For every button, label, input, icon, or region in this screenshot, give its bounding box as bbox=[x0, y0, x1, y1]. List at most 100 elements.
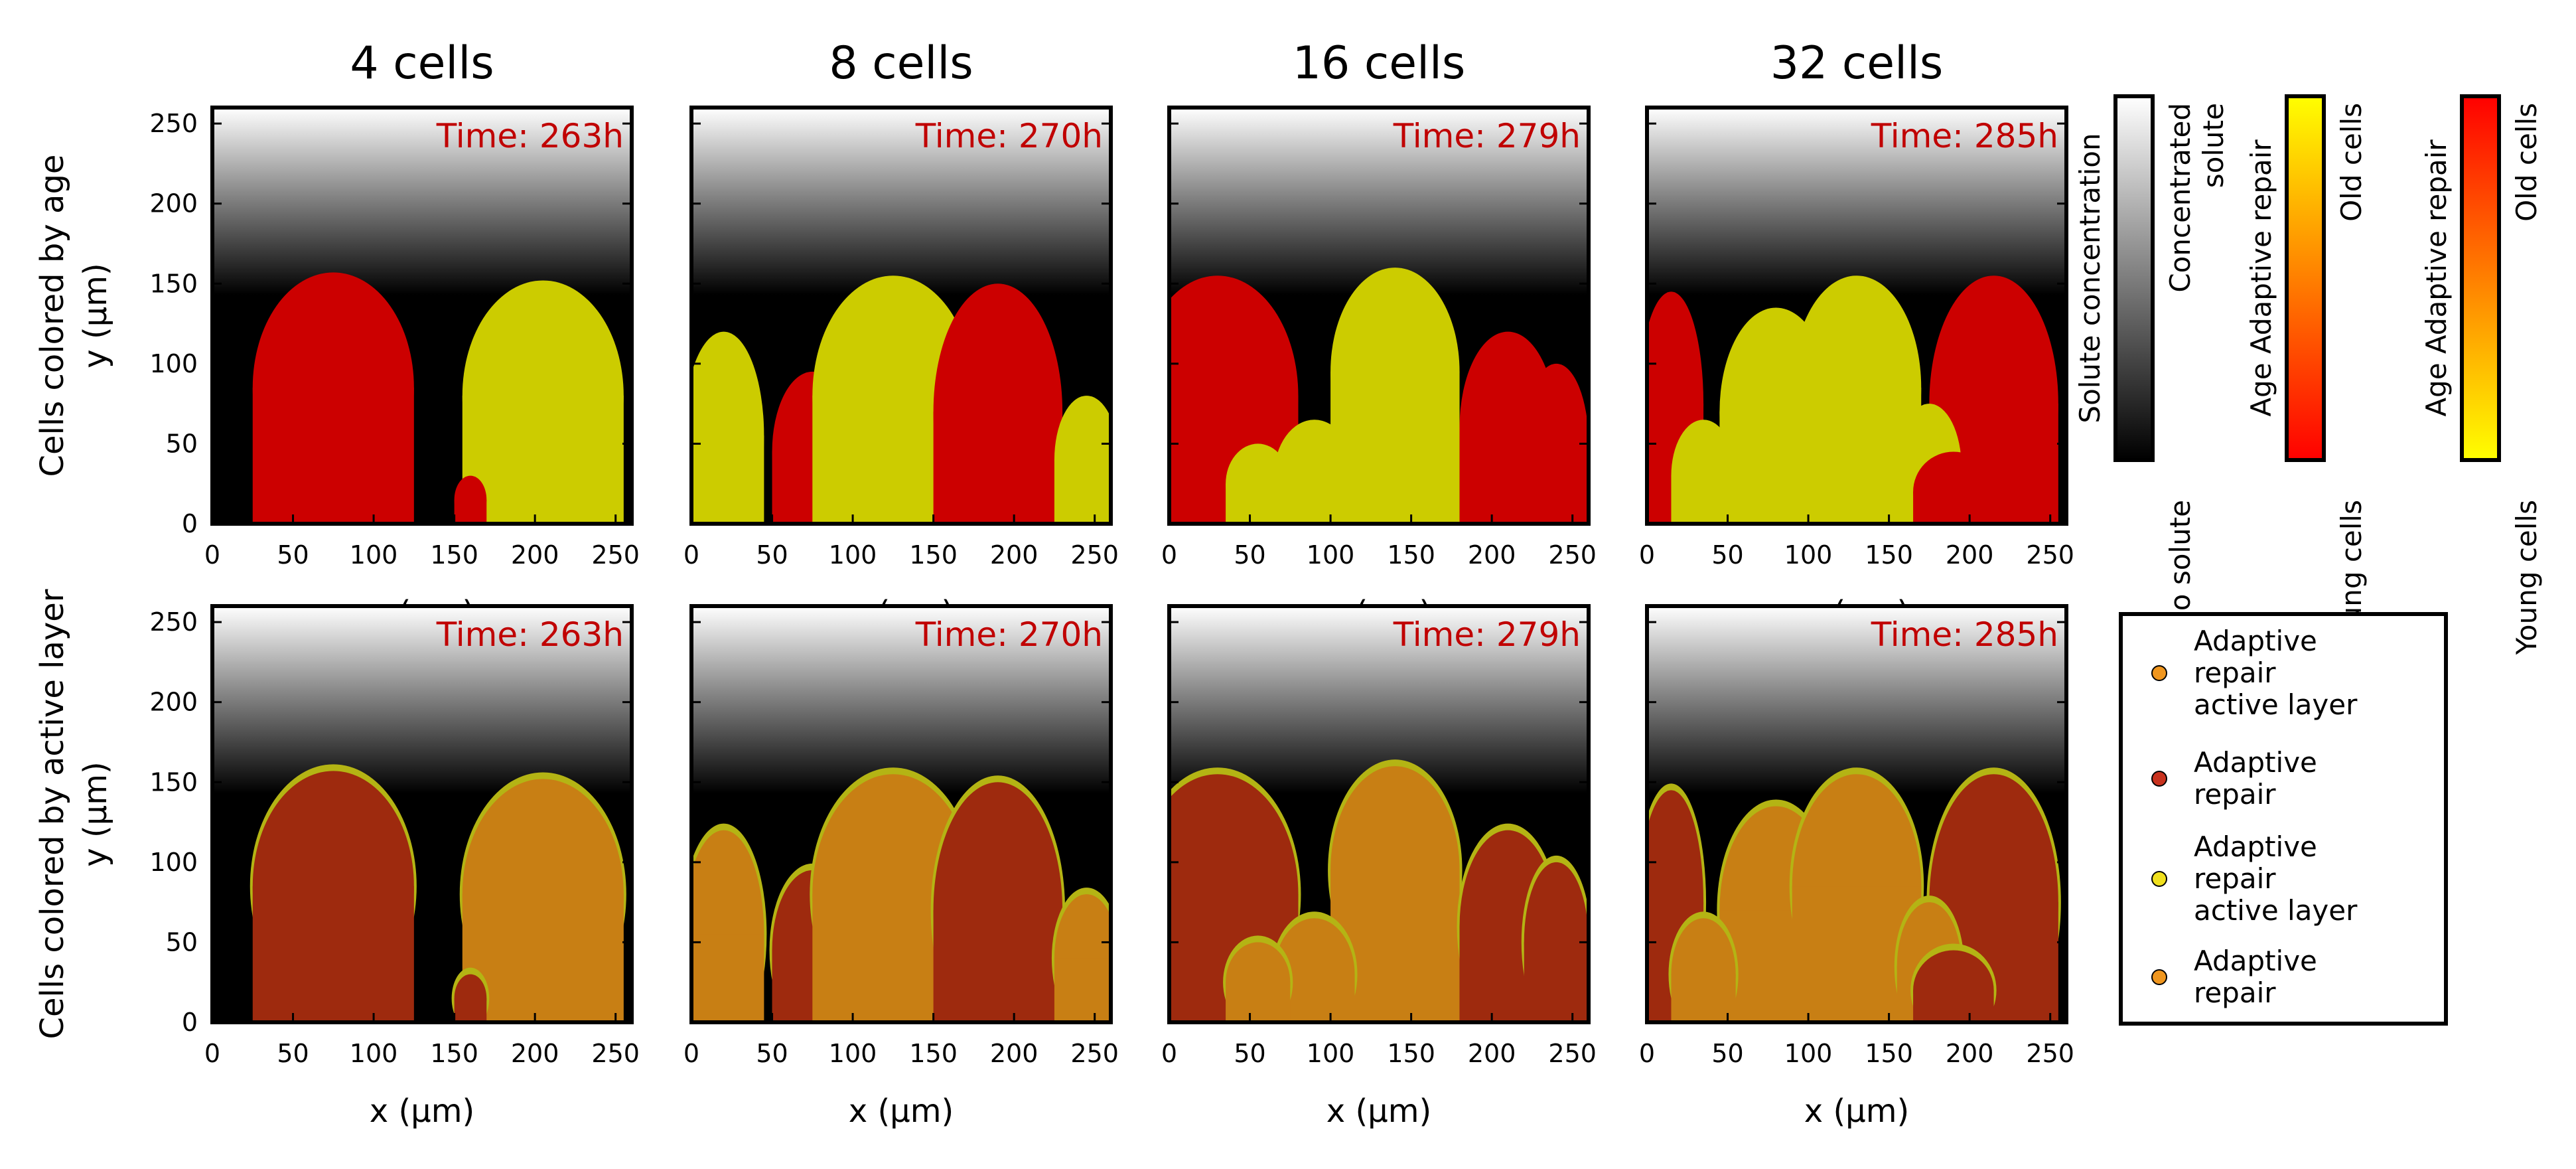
cell-colony-base bbox=[1524, 443, 1589, 524]
time-annotation: Time: 279h bbox=[1393, 117, 1581, 155]
solute-gradient bbox=[1169, 108, 1589, 295]
colorbar-bottom-label: No solute bbox=[2164, 500, 2196, 632]
panel-layer-32-cells: 0 50 100 150 200 250 Time: 285h x (μm) bbox=[1639, 604, 2074, 1130]
y-tick-label: 250 bbox=[149, 607, 198, 637]
x-axis-label: x (μm) bbox=[1804, 1093, 1909, 1130]
cell-colony-base bbox=[1524, 942, 1589, 1022]
x-tick-label: 50 bbox=[1234, 1039, 1265, 1068]
x-tick-label: 250 bbox=[2026, 540, 2074, 570]
x-axis-label: x (μm) bbox=[1326, 1093, 1431, 1130]
colorbar-gradient bbox=[2285, 94, 2326, 462]
x-tick-label: 200 bbox=[1946, 1039, 1994, 1068]
x-tick-label: 100 bbox=[350, 540, 398, 570]
column-title: 8 cells bbox=[829, 37, 973, 90]
solute-gradient bbox=[1647, 606, 2066, 794]
x-tick-label: 150 bbox=[1387, 540, 1435, 570]
x-tick-label: 0 bbox=[1639, 540, 1655, 570]
panel-age-4-cells: 0 50 100 150 200 250 0 50 100 150 200 250 Time: 263h… bbox=[149, 106, 640, 631]
time-annotation: Time: 279h bbox=[1393, 615, 1581, 654]
panel-layer-8-cells: 0 50 100 150 200 250 Time: 270h x (μm) bbox=[683, 604, 1119, 1130]
legend-label-line: Adaptive bbox=[2194, 746, 2317, 779]
panel-plot-area bbox=[212, 108, 632, 524]
colorbar-label: Age Adaptive repair bbox=[2420, 139, 2453, 417]
panel-plot-area bbox=[1169, 108, 1589, 524]
panel-frame bbox=[210, 604, 634, 1024]
row-ylabel-unit: y (μm) bbox=[77, 761, 114, 866]
x-tick-label: 0 bbox=[1161, 540, 1177, 570]
colorbar-label-group: Solute concentration bbox=[2074, 133, 2106, 423]
time-annotation: Time: 263h bbox=[436, 117, 624, 155]
colorbar-top-label-2: solute bbox=[2197, 103, 2230, 188]
x-tick-label: 0 bbox=[204, 1039, 220, 1068]
legend-label-line: active layer bbox=[2194, 688, 2358, 721]
x-axis-label: x (μm) bbox=[849, 1093, 954, 1130]
row-ylabel: Cells colored by age bbox=[34, 155, 71, 477]
colorbar-top-label: Concentrated bbox=[2164, 103, 2196, 293]
colorbar-3: Age Adaptive repair Old cells Young cells bbox=[2420, 94, 2543, 655]
x-tick-label: 250 bbox=[2026, 1039, 2074, 1068]
column-title: 16 cells bbox=[1293, 37, 1466, 90]
colorbar-gradient bbox=[2113, 94, 2155, 462]
legend-label-line: active layer bbox=[2194, 894, 2358, 927]
x-tick-label: 150 bbox=[430, 540, 478, 570]
x-tick-label: 50 bbox=[1711, 540, 1743, 570]
panel-frame bbox=[689, 106, 1113, 526]
x-tick-label: 250 bbox=[1548, 540, 1597, 570]
panel-plot-area bbox=[1647, 108, 2066, 524]
y-tick-label: 200 bbox=[149, 688, 198, 717]
cell-colony-base bbox=[252, 886, 414, 1022]
x-tick-label: 200 bbox=[990, 1039, 1038, 1068]
x-tick-label: 150 bbox=[909, 540, 958, 570]
cell-colony-base bbox=[1913, 491, 1994, 524]
cell-colony-base bbox=[1054, 958, 1111, 1022]
colorbar-top-group: Old cells bbox=[2335, 103, 2368, 222]
x-tick-label: 50 bbox=[1234, 540, 1265, 570]
column-title: 32 cells bbox=[1770, 37, 1944, 90]
cell-colony-base bbox=[1913, 990, 1994, 1022]
colorbar-1: Solute concentration Concentrated solute No… bbox=[2074, 94, 2230, 632]
x-tick-label: 50 bbox=[277, 540, 309, 570]
panel-plot-area bbox=[1647, 606, 2066, 1022]
legend-marker bbox=[2151, 665, 2167, 681]
legend-marker bbox=[2151, 771, 2167, 787]
colorbar-gradient bbox=[2460, 94, 2501, 462]
x-tick-label: 250 bbox=[1548, 1039, 1597, 1068]
y-tick-label: 100 bbox=[149, 349, 198, 378]
colorbar-bottom-group: No solute bbox=[2164, 500, 2196, 632]
cell-colony-base bbox=[933, 910, 1063, 1022]
colorbar-bottom-label: Young cells bbox=[2510, 500, 2543, 655]
legend-label-line: repair bbox=[2194, 657, 2276, 689]
time-annotation: Time: 285h bbox=[1871, 117, 2058, 155]
x-tick-label: 100 bbox=[829, 1039, 877, 1068]
x-tick-label: 0 bbox=[204, 540, 220, 570]
cell-colony-base bbox=[454, 998, 487, 1022]
legend-marker bbox=[2151, 871, 2167, 887]
x-tick-label: 150 bbox=[1865, 1039, 1913, 1068]
x-tick-label: 250 bbox=[1070, 540, 1119, 570]
colorbar-top-label: Old cells bbox=[2335, 103, 2368, 222]
y-tick-label: 150 bbox=[149, 767, 198, 797]
colorbar-label-group: Age Adaptive repair bbox=[2245, 139, 2277, 417]
x-tick-label: 200 bbox=[511, 1039, 559, 1068]
cell-colony-base bbox=[1671, 974, 1736, 1022]
x-tick-label: 50 bbox=[756, 1039, 788, 1068]
solute-gradient bbox=[691, 606, 1111, 794]
x-tick-label: 50 bbox=[277, 1039, 309, 1068]
y-tick-label: 50 bbox=[166, 927, 198, 957]
cell-colony-base bbox=[454, 499, 487, 524]
time-annotation: Time: 263h bbox=[436, 615, 624, 654]
y-tick-label: 150 bbox=[149, 269, 198, 298]
x-tick-label: 250 bbox=[591, 1039, 640, 1068]
panel-frame bbox=[210, 106, 634, 526]
x-tick-label: 0 bbox=[1161, 1039, 1177, 1068]
colorbar-label-group: Age Adaptive repair bbox=[2420, 139, 2453, 417]
y-tick-label: 0 bbox=[182, 1008, 198, 1037]
